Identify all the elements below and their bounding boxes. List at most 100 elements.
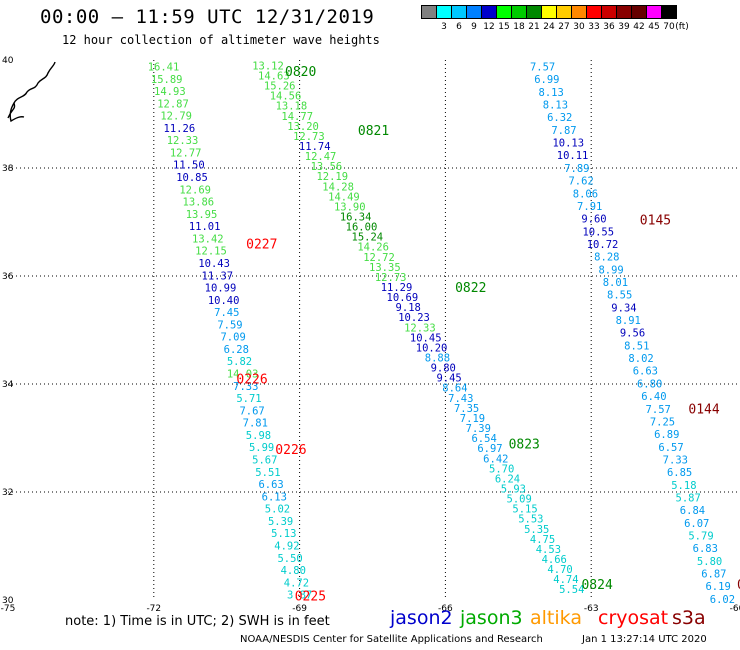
- wave-height-value: 8.51: [624, 340, 649, 352]
- wave-height-value: 6.07: [684, 518, 709, 530]
- wave-height-value: 9.18: [396, 302, 421, 314]
- wave-height-value: 8.01: [603, 277, 628, 289]
- wave-height-value: 6.42: [483, 453, 508, 465]
- wave-height-value: 5.51: [255, 467, 280, 479]
- wave-height-value: 7.45: [214, 307, 239, 319]
- wave-height-value: 13.86: [183, 197, 215, 209]
- wave-height-value: 5.98: [246, 430, 271, 442]
- wave-height-value: 4.80: [281, 565, 306, 577]
- pass-time-label: 0821: [358, 124, 389, 139]
- wave-height-value: 14.63: [258, 70, 290, 82]
- satellite-label: jason2: [390, 607, 453, 629]
- wave-height-value: 10.23: [398, 312, 430, 324]
- chart-axes: -75 -72 -69 -66 -63 -60 30 32 34 36 38 40: [1, 56, 740, 614]
- wave-height-value: 13.20: [287, 121, 319, 133]
- x-tick-label: -60: [730, 604, 740, 614]
- x-tick-label: -75: [1, 604, 16, 614]
- wave-height-value: 7.33: [233, 381, 258, 393]
- wave-height-value: 7.59: [217, 319, 242, 331]
- wave-height-value: 7.09: [220, 332, 245, 344]
- wave-height-value: 5.09: [507, 494, 532, 506]
- wave-height-value: 12.33: [404, 322, 436, 334]
- color-legend: [421, 5, 677, 19]
- wave-height-value: 12.79: [160, 111, 192, 123]
- pass-time-label: 0820: [285, 65, 316, 80]
- wave-height-value: 7.57: [530, 61, 555, 73]
- pass-time-label: 0145: [640, 213, 671, 228]
- wave-height-value: 14.93: [154, 86, 186, 98]
- footer-timestamp: Jan 1 13:27:14 UTC 2020: [582, 634, 707, 645]
- page-title: 00:00 – 11:59 UTC 12/31/2019: [40, 6, 375, 28]
- wave-height-value: 8.88: [425, 353, 450, 365]
- color-legend-labels: 3 6 9 12 15 18 21 24 27 30 33 36 39 42 45 70 (ft): [422, 22, 740, 36]
- satellite-label: altika: [530, 607, 582, 629]
- wave-height-value: 5.15: [512, 504, 537, 516]
- wave-height-value: 7.62: [568, 176, 593, 188]
- wave-height-value: 10.55: [582, 226, 614, 238]
- wave-height-value: 10.72: [587, 239, 619, 251]
- wave-height-value: 14.49: [328, 191, 360, 203]
- wave-height-value: 6.57: [658, 442, 683, 454]
- wave-height-value: 5.93: [501, 483, 526, 495]
- wave-height-value: 11.26: [164, 123, 196, 135]
- wave-height-value: 6.80: [637, 378, 662, 390]
- wave-height-value: 7.89: [564, 163, 589, 175]
- wave-height-value: 3.87: [287, 590, 312, 602]
- legend-swatch-label: 39: [618, 22, 630, 32]
- y-tick-label: 34: [2, 380, 14, 390]
- wave-height-value: 14.28: [322, 181, 354, 193]
- wave-height-value: 5.35: [524, 524, 549, 536]
- wave-height-value: 13.56: [311, 161, 343, 173]
- wave-height-value: 5.13: [271, 528, 296, 540]
- coastline-map: [7, 61, 56, 123]
- wave-height-value: 6.54: [471, 433, 496, 445]
- wave-height-value: 10.99: [205, 283, 237, 295]
- wave-height-value: 16.34: [340, 211, 372, 223]
- legend-swatch-label: 36: [603, 22, 615, 32]
- wave-height-value: 6.85: [667, 467, 692, 479]
- wave-height-value: 6.24: [495, 473, 520, 485]
- pass-time-label: 0822: [455, 281, 486, 296]
- wave-height-value: 5.87: [676, 493, 701, 505]
- satellite-label: jason3: [460, 607, 523, 629]
- wave-height-value: 7.57: [646, 404, 671, 416]
- wave-height-value: 12.15: [195, 246, 227, 258]
- pass-time-label: 0824: [581, 578, 612, 593]
- wave-height-value: 7.43: [448, 393, 473, 405]
- wave-height-value: 12.87: [157, 98, 189, 110]
- satellite-label: s3a: [672, 607, 706, 629]
- wave-height-value: 8.55: [607, 290, 632, 302]
- legend-swatch-label: 30: [573, 22, 585, 32]
- wave-height-value: 4.72: [284, 577, 309, 589]
- pass-time-label: 0227: [246, 238, 277, 253]
- wave-height-value: 6.13: [262, 491, 287, 503]
- wave-height-value: 13.42: [192, 233, 224, 245]
- wave-height-value: 7.91: [577, 201, 602, 213]
- wave-height-value: 6.84: [680, 505, 705, 517]
- wave-height-value: 12.73: [375, 272, 407, 284]
- wave-height-value: 10.85: [176, 172, 208, 184]
- footer-credit: NOAA/NESDIS Center for Satellite Applica…: [240, 634, 543, 645]
- legend-swatch-label: 45: [648, 22, 660, 32]
- wave-height-value: 10.11: [557, 150, 589, 162]
- wave-height-value: 5.99: [249, 442, 274, 454]
- legend-swatch-label: 42: [633, 22, 645, 32]
- wave-height-value: 4.70: [547, 564, 572, 576]
- wave-height-value: 8.13: [543, 100, 568, 112]
- wave-height-value: 6.89: [654, 429, 679, 441]
- wave-height-value: 13.35: [369, 262, 401, 274]
- wave-height-value: 6.87: [701, 569, 726, 581]
- pass-time-label: 0823: [509, 437, 540, 452]
- x-tick-label: -63: [584, 604, 599, 614]
- wave-height-value: 10.20: [416, 342, 448, 354]
- wave-height-value: 12.73: [293, 131, 325, 143]
- x-tick-label: -66: [438, 604, 453, 614]
- pass-time-label: 0143: [737, 578, 740, 593]
- y-tick-label: 30: [2, 596, 14, 606]
- wave-height-value: 7.39: [466, 423, 491, 435]
- wave-height-value: 7.81: [243, 418, 268, 430]
- wave-height-value: 13.12: [252, 60, 284, 72]
- legend-swatch-label: 6: [456, 22, 462, 32]
- satellite-label: cryosat: [598, 607, 669, 629]
- wave-height-value: 6.02: [710, 594, 735, 606]
